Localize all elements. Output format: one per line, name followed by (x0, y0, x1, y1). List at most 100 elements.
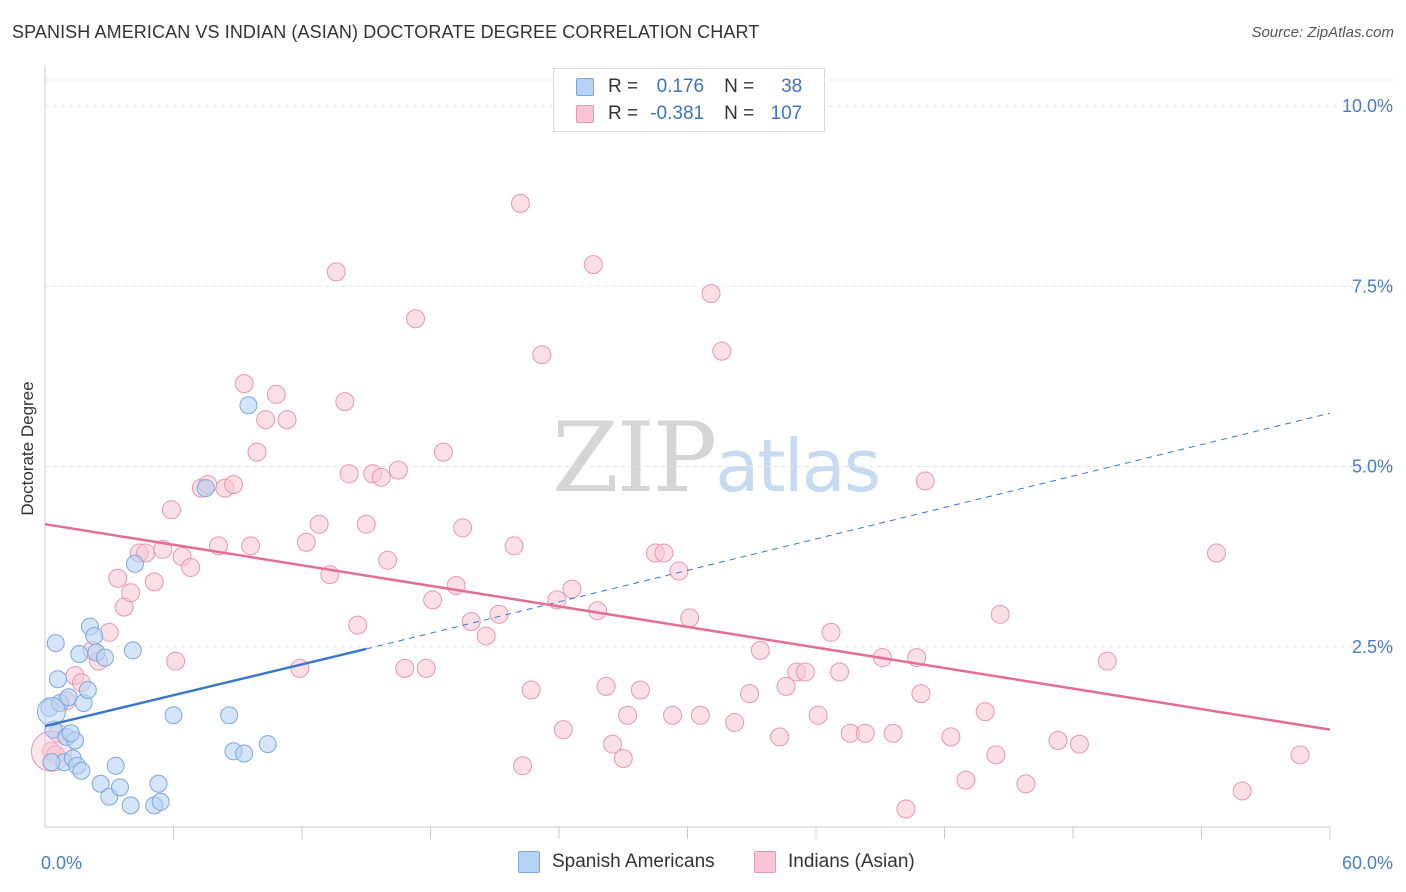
point-spanish-americans (220, 706, 239, 725)
trend-line-spanish-americans (44, 647, 367, 728)
point-indians-asian (613, 749, 633, 769)
point-indians-asian (423, 590, 443, 610)
point-indians-asian (896, 799, 916, 819)
point-spanish-americans (125, 554, 144, 573)
legend-swatch-blue (576, 78, 594, 96)
series-legend-spanish-americans[interactable]: Spanish Americans (518, 851, 715, 873)
point-indians-asian (669, 561, 689, 581)
point-indians-asian (161, 500, 181, 520)
y-tick-label: 7.5% (1352, 276, 1393, 296)
point-indians-asian (108, 568, 128, 588)
point-spanish-americans (110, 778, 129, 797)
point-spanish-americans (42, 753, 61, 772)
trend-line-indians-asian (44, 522, 1331, 731)
point-indians-asian (166, 651, 186, 671)
point-spanish-americans (48, 670, 67, 689)
point-indians-asian (883, 723, 903, 743)
point-indians-asian (144, 572, 164, 592)
point-spanish-americans (46, 634, 65, 653)
legend-row-indians-asian: R = -0.381 N = 107 (576, 102, 802, 126)
point-spanish-americans (164, 706, 183, 725)
point-indians-asian (725, 712, 745, 732)
point-indians-asian (795, 662, 815, 682)
point-indians-asian (776, 676, 796, 696)
point-indians-asian (654, 543, 674, 563)
point-indians-asian (521, 680, 541, 700)
point-indians-asian (406, 309, 426, 329)
series-legend-indians-asian[interactable]: Indians (Asian) (754, 851, 915, 873)
point-indians-asian (348, 615, 368, 635)
point-indians-asian (1097, 651, 1117, 671)
watermark: ZIPatlas (552, 402, 881, 514)
point-indians-asian (603, 734, 623, 754)
point-indians-asian (1069, 734, 1089, 754)
point-indians-asian (241, 536, 261, 556)
point-indians-asian (770, 727, 790, 747)
point-indians-asian (750, 640, 770, 660)
point-indians-asian (712, 341, 732, 361)
y-axis-label: Doctorate Degree (18, 381, 37, 515)
point-indians-asian (1206, 543, 1226, 563)
legend-n-value: 38 (781, 76, 803, 97)
point-indians-asian (1232, 781, 1252, 801)
point-spanish-americans (235, 744, 254, 763)
point-indians-asian (234, 374, 254, 394)
series-legend-label: Spanish Americans (552, 851, 715, 872)
point-indians-asian (532, 345, 552, 365)
point-indians-asian (630, 680, 650, 700)
point-spanish-americans (123, 641, 142, 660)
correlation-legend: R = 0.176 N = 38 R = -0.381 N = 107 (553, 68, 825, 132)
point-indians-asian (309, 514, 329, 534)
point-indians-asian (416, 658, 436, 678)
point-spanish-americans (106, 756, 125, 775)
point-indians-asian (433, 442, 453, 462)
point-indians-asian (266, 384, 286, 404)
point-indians-asian (1048, 730, 1068, 750)
point-indians-asian (680, 608, 700, 628)
chart-title: SPANISH AMERICAN VS INDIAN (ASIAN) DOCTO… (12, 22, 760, 42)
point-indians-asian (975, 702, 995, 722)
point-indians-asian (1016, 774, 1036, 794)
point-spanish-americans (85, 626, 104, 645)
point-indians-asian (223, 475, 243, 495)
point-indians-asian (990, 604, 1010, 624)
point-indians-asian (121, 583, 141, 603)
point-indians-asian (690, 705, 710, 725)
point-indians-asian (941, 727, 961, 747)
x-tick-label: 60.0% (1342, 853, 1393, 873)
point-indians-asian (618, 705, 638, 725)
series-legend: Spanish Americans Indians (Asian) (0, 851, 1406, 877)
point-indians-asian (513, 756, 533, 776)
point-indians-asian (1290, 745, 1310, 765)
source-label: Source: ZipAtlas.com (1251, 24, 1394, 41)
legend-n-label: N = (724, 103, 755, 124)
point-indians-asian (956, 770, 976, 790)
point-indians-asian (915, 471, 935, 491)
point-indians-asian (830, 662, 850, 682)
point-indians-asian (663, 705, 683, 725)
point-indians-asian (489, 604, 509, 624)
point-indians-asian (296, 532, 316, 552)
point-indians-asian (356, 514, 376, 534)
point-indians-asian (986, 745, 1006, 765)
point-spanish-americans (196, 479, 215, 498)
point-spanish-americans (61, 724, 80, 743)
point-indians-asian (247, 442, 267, 462)
point-indians-asian (821, 622, 841, 642)
point-spanish-americans (149, 774, 168, 793)
point-indians-asian (596, 676, 616, 696)
watermark-zip: ZIP (552, 402, 717, 514)
point-indians-asian (562, 579, 582, 599)
legend-n-label: N = (724, 76, 755, 97)
point-indians-asian (510, 193, 530, 213)
point-indians-asian (277, 410, 297, 430)
series-swatch-pink (754, 851, 776, 873)
point-indians-asian (740, 684, 760, 704)
point-spanish-americans (91, 774, 110, 793)
point-spanish-americans (151, 792, 170, 811)
legend-n-value: 107 (770, 103, 803, 124)
point-spanish-americans (258, 735, 277, 754)
series-swatch-blue (518, 851, 540, 873)
point-spanish-americans (72, 761, 91, 780)
